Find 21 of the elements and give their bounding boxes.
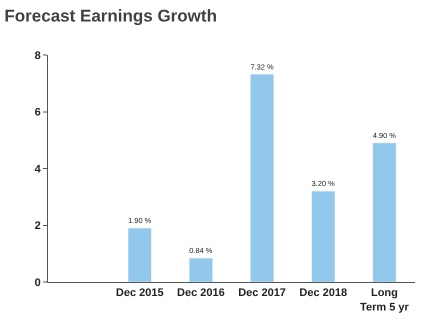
y-tick-label: 4 xyxy=(34,163,42,176)
y-tick-label: 0 xyxy=(34,276,41,289)
bar xyxy=(372,142,396,282)
bar xyxy=(189,258,213,282)
y-tick-label: 2 xyxy=(34,220,41,232)
data-label: 7.32 % xyxy=(250,62,274,72)
x-tick-label: Dec 2018 xyxy=(299,287,348,300)
data-label: 3.20 % xyxy=(312,179,336,188)
x-tick-label: Dec 2016 xyxy=(177,287,225,300)
x-tick-label: Long Term 5 yr xyxy=(360,287,410,314)
chart-title: Forecast Earnings Growth xyxy=(4,6,217,26)
bar xyxy=(250,74,274,282)
x-tick-label: Dec 2017 xyxy=(238,287,286,300)
x-tick-label: Dec 2015 xyxy=(116,287,164,300)
bar xyxy=(128,228,152,282)
data-label: 1.90 % xyxy=(128,216,152,226)
y-tick-label: 8 xyxy=(34,50,41,62)
bar xyxy=(311,190,336,282)
data-label: 0.84 % xyxy=(189,246,213,256)
data-label: 4.90 % xyxy=(372,130,396,140)
y-tick-label: 6 xyxy=(34,106,41,119)
